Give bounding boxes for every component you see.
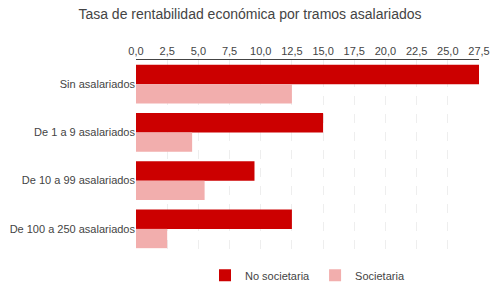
svg-text:7,5: 7,5 — [222, 45, 237, 57]
svg-text:22,5: 22,5 — [406, 45, 427, 57]
svg-text:12,5: 12,5 — [281, 45, 302, 57]
svg-text:2,5: 2,5 — [160, 45, 175, 57]
svg-text:0,0: 0,0 — [128, 45, 143, 57]
svg-text:De 100 a 250 asalariados: De 100 a 250 asalariados — [10, 223, 136, 235]
svg-text:27,5: 27,5 — [468, 45, 489, 57]
svg-text:5,0: 5,0 — [191, 45, 206, 57]
svg-text:Societaria: Societaria — [355, 270, 405, 282]
svg-text:20,0: 20,0 — [375, 45, 396, 57]
svg-text:Sin asalariados: Sin asalariados — [60, 78, 136, 90]
svg-text:17,5: 17,5 — [344, 45, 365, 57]
svg-text:Tasa de rentabilidad económica: Tasa de rentabilidad económica por tramo… — [78, 6, 421, 22]
svg-text:10,0: 10,0 — [250, 45, 271, 57]
svg-text:De 10 a 99 asalariados: De 10 a 99 asalariados — [22, 174, 136, 186]
svg-text:No societaria: No societaria — [245, 270, 310, 282]
svg-text:De 1 a 9 asalariados: De 1 a 9 asalariados — [34, 126, 135, 138]
svg-text:25,0: 25,0 — [437, 45, 458, 57]
svg-text:15,0: 15,0 — [312, 45, 333, 57]
